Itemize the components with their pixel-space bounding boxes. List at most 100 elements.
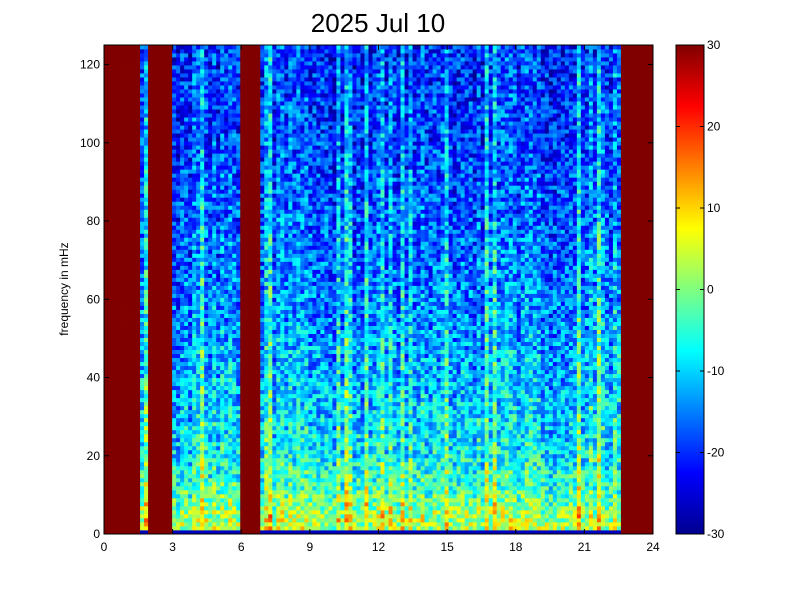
heatmap-cell — [260, 253, 265, 258]
heatmap-cell — [120, 285, 125, 290]
heatmap-cell — [172, 197, 177, 202]
heatmap-cell — [256, 85, 261, 90]
heatmap-cell — [140, 325, 145, 330]
heatmap-cell — [104, 121, 109, 126]
heatmap-cell — [156, 413, 161, 419]
heatmap-cell — [180, 509, 185, 515]
heatmap-cell — [168, 389, 173, 395]
heatmap-cell — [148, 521, 153, 527]
heatmap-cell — [148, 449, 153, 455]
heatmap-cell — [188, 309, 193, 314]
heatmap-cell — [116, 145, 121, 150]
heatmap-cell — [196, 117, 201, 122]
heatmap-cell — [164, 341, 169, 347]
heatmap-cell — [244, 341, 249, 347]
heatmap-cell — [200, 469, 205, 475]
heatmap-cell — [196, 389, 201, 395]
heatmap-cell — [108, 117, 113, 122]
heatmap-cell — [156, 397, 161, 403]
heatmap-cell — [228, 173, 233, 178]
heatmap-cell — [124, 233, 129, 238]
heatmap-cell — [160, 77, 165, 82]
heatmap-cell — [160, 477, 165, 483]
heatmap-cell — [180, 117, 185, 122]
heatmap-cell — [188, 197, 193, 202]
heatmap-cell — [220, 241, 225, 246]
heatmap-cell — [180, 53, 185, 58]
heatmap-cell — [264, 477, 269, 483]
heatmap-cell — [200, 485, 205, 491]
heatmap-cell — [140, 165, 145, 170]
heatmap-cell — [128, 449, 133, 455]
heatmap-cell — [196, 253, 201, 258]
heatmap-cell — [216, 353, 221, 359]
heatmap-cell — [220, 397, 225, 403]
heatmap-cell — [112, 529, 117, 535]
heatmap-cell — [160, 185, 165, 190]
heatmap-cell — [228, 389, 233, 395]
heatmap-cell — [216, 81, 221, 86]
heatmap-cell — [180, 141, 185, 146]
heatmap-cell — [232, 89, 237, 94]
heatmap-cell — [200, 413, 205, 419]
heatmap-cell — [220, 261, 225, 266]
heatmap-cell — [244, 189, 249, 194]
heatmap-cell — [224, 73, 229, 78]
heatmap-cell — [180, 397, 185, 403]
heatmap-cell — [232, 261, 237, 266]
heatmap-cell — [224, 449, 229, 455]
heatmap-cell — [120, 217, 125, 222]
heatmap-cell — [248, 189, 253, 194]
heatmap-cell — [216, 485, 221, 491]
heatmap-cell — [208, 381, 213, 387]
heatmap-cell — [156, 469, 161, 475]
heatmap-cell — [200, 57, 205, 62]
heatmap-cell — [116, 269, 121, 274]
heatmap-cell — [220, 225, 225, 230]
heatmap-cell — [176, 229, 181, 234]
heatmap-cell — [148, 377, 153, 383]
heatmap-cell — [188, 389, 193, 395]
heatmap-cell — [128, 429, 133, 435]
heatmap-cell — [232, 197, 237, 202]
heatmap-cell — [240, 453, 245, 459]
heatmap-cell — [176, 121, 181, 126]
heatmap-cell — [104, 89, 109, 94]
heatmap-cell — [256, 437, 261, 443]
heatmap-cell — [208, 181, 213, 186]
heatmap-cell — [132, 341, 137, 347]
heatmap-cell — [180, 481, 185, 487]
heatmap-cell — [152, 153, 157, 158]
heatmap-cell — [264, 405, 269, 411]
heatmap-cell — [112, 485, 117, 491]
heatmap-cell — [140, 449, 145, 455]
heatmap-cell — [184, 425, 189, 431]
heatmap-cell — [160, 497, 165, 503]
heatmap-cell — [224, 161, 229, 166]
heatmap-cell — [256, 101, 261, 106]
heatmap-cell — [116, 157, 121, 162]
heatmap-cell — [172, 173, 177, 178]
heatmap-cell — [180, 301, 185, 306]
heatmap-cell — [216, 249, 221, 254]
heatmap-cell — [164, 69, 169, 74]
heatmap-cell — [136, 349, 141, 355]
heatmap-cell — [180, 273, 185, 278]
heatmap-cell — [200, 429, 205, 435]
heatmap-cell — [148, 189, 153, 194]
heatmap-cell — [224, 485, 229, 491]
heatmap-cell — [264, 133, 269, 138]
heatmap-cell — [144, 297, 149, 302]
heatmap-cell — [224, 229, 229, 234]
heatmap-cell — [188, 401, 193, 407]
heatmap-cell — [168, 425, 173, 431]
heatmap-cell — [220, 465, 225, 471]
heatmap-cell — [160, 337, 165, 343]
heatmap-cell — [128, 441, 133, 447]
heatmap-cell — [168, 181, 173, 186]
heatmap-cell — [196, 69, 201, 74]
heatmap-cell — [204, 529, 209, 535]
heatmap-cell — [236, 353, 241, 359]
heatmap-cell — [256, 305, 261, 310]
heatmap-cell — [104, 325, 109, 330]
